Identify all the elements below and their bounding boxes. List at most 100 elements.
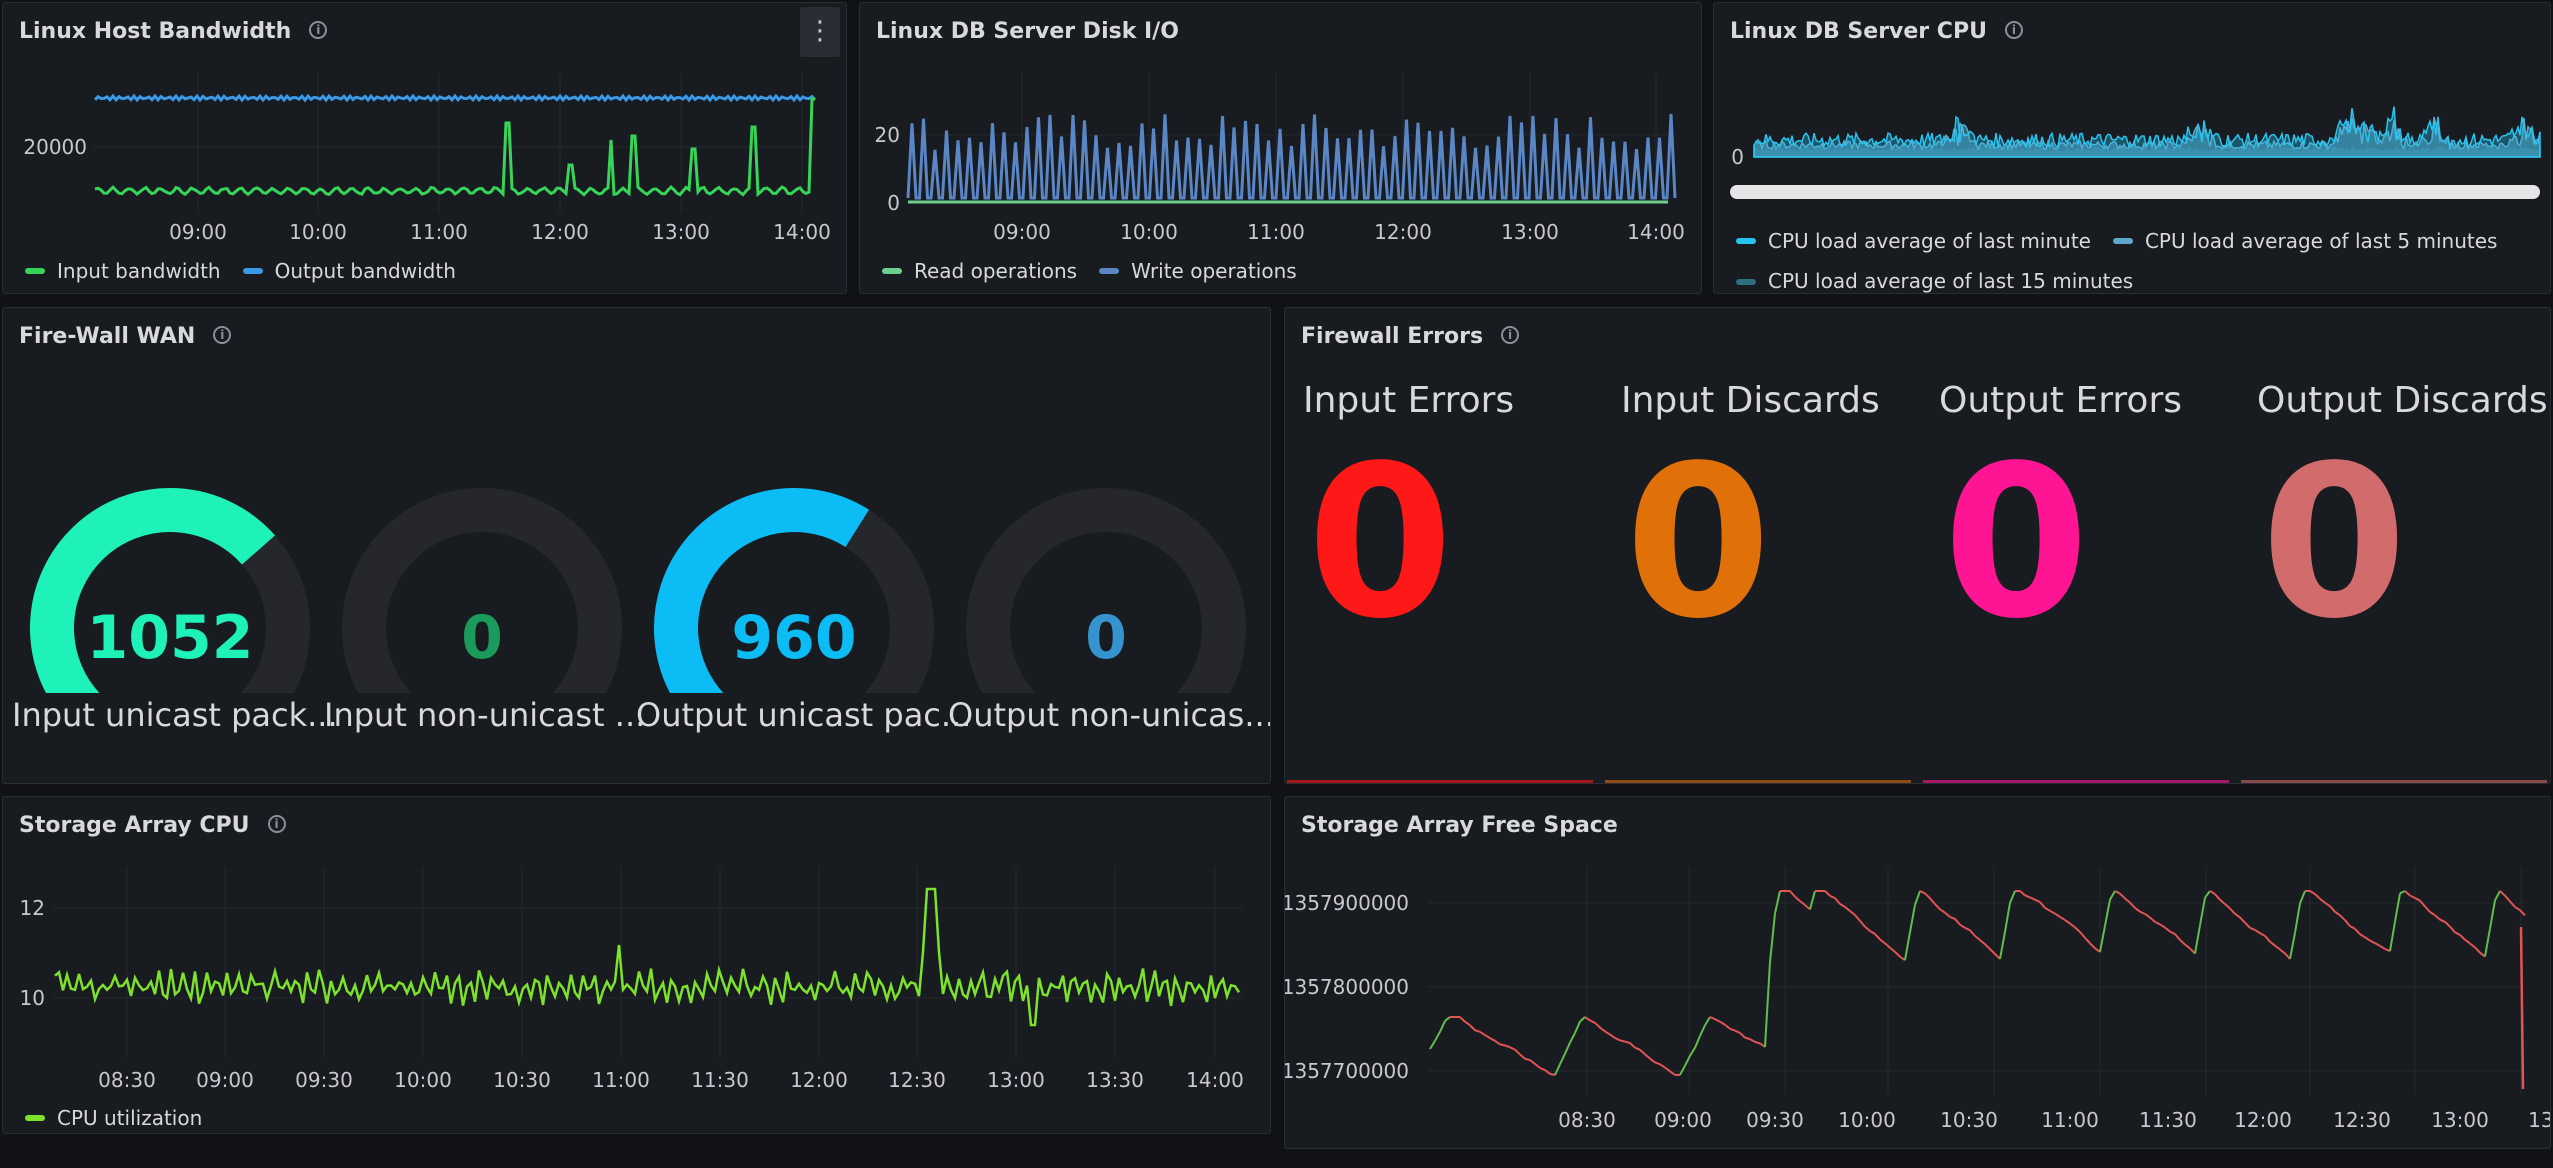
- y-tick-label: 20000: [23, 135, 87, 159]
- y-tick-label: 10: [20, 986, 45, 1010]
- x-tick-label: 11:00: [592, 1068, 650, 1092]
- legend-item[interactable]: CPU load average of last minute: [1736, 223, 2091, 260]
- legend-swatch: [25, 1115, 45, 1121]
- stat-title: Output Discards: [2257, 380, 2548, 421]
- x-tick-label: 11:00: [2041, 1108, 2099, 1132]
- stat-title: Output Errors: [1939, 380, 2182, 421]
- gauge: 960: [654, 488, 934, 693]
- stat-sparkline: [1287, 780, 1593, 783]
- panel-title: Linux Host Bandwidth: [19, 19, 292, 44]
- x-tick-label: 13:30: [1086, 1068, 1144, 1092]
- gauge-value: 1052: [87, 603, 254, 673]
- y-tick-label: 1357900000: [1285, 891, 1409, 915]
- panel-storage-array-free-space[interactable]: Storage Array Free Space 08:30 09:00 09:30…: [1284, 796, 2551, 1149]
- legend-label: Output bandwidth: [274, 259, 456, 283]
- stat-sparkline: [1923, 780, 2229, 783]
- series-input-bandwidth: [94, 97, 815, 198]
- gauge-track: [966, 488, 1246, 693]
- info-icon[interactable]: i: [1501, 326, 1520, 344]
- x-tick-label: 08:30: [98, 1068, 156, 1092]
- panel-linux-db-cpu[interactable]: Linux DB Server CPU i 0 CPU load average …: [1713, 2, 2551, 294]
- disk-io-chart: 09:00 10:00 11:00 12:00 13:00 14:00 20 0: [875, 73, 1685, 244]
- x-tick-label: 10:00: [1838, 1108, 1896, 1132]
- x-tick-label: 11:00: [410, 220, 468, 244]
- panel-title: Linux DB Server Disk I/O: [876, 19, 1179, 44]
- legend-swatch: [242, 268, 263, 274]
- time-range-scrollbar: [1730, 185, 2540, 199]
- x-tick-label: 11:30: [2139, 1108, 2197, 1132]
- x-tick-label: 10:00: [1120, 220, 1178, 244]
- legend-item[interactable]: CPU utilization: [25, 1106, 202, 1130]
- y-tick-label: 20: [875, 123, 900, 147]
- series-write-operations: [906, 113, 1677, 200]
- legend-item[interactable]: Input bandwidth: [25, 259, 221, 283]
- x-tick-label: 09:00: [196, 1068, 254, 1092]
- panel-linux-host-bandwidth[interactable]: Linux Host Bandwidth i ⋮ 09:00 10:00 11:00 1…: [2, 2, 847, 294]
- x-tick-label: 09:30: [1746, 1108, 1804, 1132]
- chart-legend: CPU load average of last minute CPU load …: [1736, 219, 2536, 293]
- legend-label: CPU load average of last 15 minutes: [1768, 269, 2134, 293]
- legend-swatch: [2112, 238, 2133, 244]
- info-icon[interactable]: i: [2004, 21, 2023, 39]
- panel-storage-array-cpu[interactable]: Storage Array CPU i 08:30 09:00 09:30 10:00 1…: [2, 796, 1271, 1134]
- gauge-track: [342, 488, 622, 693]
- series-cpu-load-1m: [1753, 106, 2541, 158]
- legend-label: CPU utilization: [57, 1106, 203, 1130]
- panel-title: Storage Array Free Space: [1301, 813, 1618, 838]
- stat-sparkline: [2241, 780, 2547, 783]
- panel-fire-wall-wan[interactable]: Fire-Wall WAN i 1052 Input unicast pack...…: [2, 307, 1271, 784]
- series-output-bandwidth: [93, 93, 817, 103]
- x-tick-label: 12:00: [2234, 1108, 2292, 1132]
- stat-sparkline: [1605, 780, 1911, 783]
- x-tick-label: 10:30: [493, 1068, 551, 1092]
- gauge-value: 0: [1085, 603, 1127, 673]
- legend-label: Input bandwidth: [57, 259, 221, 283]
- stat-title: Input Errors: [1303, 380, 1515, 421]
- x-tick-label: 14:00: [773, 220, 831, 244]
- legend-swatch: [25, 268, 45, 274]
- panel-linux-db-disk-io[interactable]: Linux DB Server Disk I/O 09:00 10:00 11:00…: [859, 2, 1702, 294]
- gauge: 0: [966, 488, 1246, 693]
- x-tick-label: 13:00: [987, 1068, 1045, 1092]
- stat-value: 0: [1625, 420, 1772, 665]
- y-tick-label: 0: [887, 191, 900, 215]
- panel-firewall-errors[interactable]: Firewall Errors i Input Errors 0 Input Disc…: [1284, 307, 2551, 784]
- x-tick-label: 12:00: [1374, 220, 1432, 244]
- legend-item[interactable]: CPU load average of last 15 minutes: [1736, 263, 2134, 293]
- legend-label: Write operations: [1131, 259, 1297, 283]
- bandwidth-chart: 09:00 10:00 11:00 12:00 13:00 14:00 20000: [23, 73, 831, 244]
- x-tick-label: 14:00: [1186, 1068, 1244, 1092]
- x-tick-label: 09:00: [169, 220, 227, 244]
- x-tick-label: 09:00: [1654, 1108, 1712, 1132]
- legend-swatch: [1736, 238, 1756, 244]
- x-tick-label: 13:00: [2431, 1108, 2489, 1132]
- stat-value: 0: [1943, 420, 2090, 665]
- panel-title: Fire-Wall WAN: [19, 324, 196, 349]
- series-free-space: [1429, 890, 2526, 1090]
- gauge: 1052: [30, 488, 310, 693]
- chart-legend: CPU utilization: [25, 1102, 224, 1130]
- gauge-value: 0: [461, 603, 503, 673]
- legend-item[interactable]: Output bandwidth: [242, 259, 456, 283]
- x-tick-label: 12:30: [888, 1068, 946, 1092]
- info-icon[interactable]: i: [213, 326, 232, 344]
- storage-free-chart: 08:30 09:00 09:30 10:00 10:30 11:00 11:30 12:00…: [1285, 867, 2550, 1132]
- info-icon[interactable]: i: [309, 21, 328, 39]
- gauge-label: Output unicast pac...: [636, 696, 972, 734]
- gauge-label: Input unicast pack...: [12, 696, 338, 734]
- x-tick-label: 13:00: [1501, 220, 1559, 244]
- series-cpu-utilization: [54, 887, 1241, 1027]
- x-tick-label: 11:00: [1247, 220, 1305, 244]
- panel-title: Storage Array CPU: [19, 813, 250, 838]
- x-tick-label: 11:30: [691, 1068, 749, 1092]
- info-icon[interactable]: i: [267, 815, 286, 833]
- gauge: 0: [342, 488, 622, 693]
- kebab-menu-icon[interactable]: ⋮: [800, 7, 840, 57]
- x-tick-label: 12:30: [2333, 1108, 2391, 1132]
- legend-item[interactable]: Write operations: [1099, 259, 1297, 283]
- legend-item[interactable]: Read operations: [882, 259, 1077, 283]
- x-tick-label: 13:00: [652, 220, 710, 244]
- y-tick-label: 1357800000: [1285, 975, 1409, 999]
- legend-item[interactable]: CPU load average of last 5 minutes: [2112, 223, 2497, 260]
- x-tick-label: 12:00: [790, 1068, 848, 1092]
